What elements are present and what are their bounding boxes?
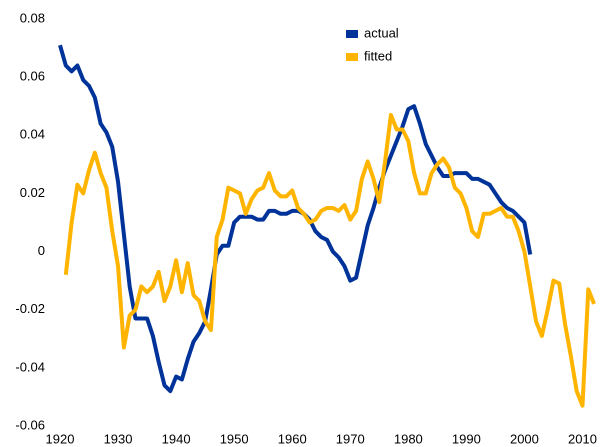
y-tick-label: 0.02 (20, 185, 45, 200)
y-tick-label: -0.06 (15, 417, 45, 432)
line-series (63, 112, 596, 408)
y-tick-label: 0.06 (20, 69, 45, 84)
legend-label: actual (364, 25, 399, 40)
y-tick-label: -0.04 (15, 359, 45, 374)
y-tick-label: 0.08 (20, 10, 45, 25)
x-tick-label: 2010 (568, 431, 597, 446)
x-tick-label: 1970 (336, 431, 365, 446)
y-tick-label: 0 (38, 243, 45, 258)
y-tick-label: 0.04 (20, 127, 45, 142)
x-tick-label: 1980 (394, 431, 423, 446)
x-tick-label: 1990 (452, 431, 481, 446)
line-series (58, 44, 533, 394)
x-tick-label: 1920 (46, 431, 75, 446)
x-tick-label: 1940 (162, 431, 191, 446)
legend-swatch (346, 30, 358, 38)
legend-label: fitted (364, 48, 392, 63)
legend-swatch (346, 53, 358, 61)
x-tick-label: 1930 (104, 431, 133, 446)
x-tick-label: 1950 (220, 431, 249, 446)
x-tick-label: 2000 (510, 431, 539, 446)
x-tick-label: 1960 (278, 431, 307, 446)
y-tick-label: -0.02 (15, 301, 45, 316)
